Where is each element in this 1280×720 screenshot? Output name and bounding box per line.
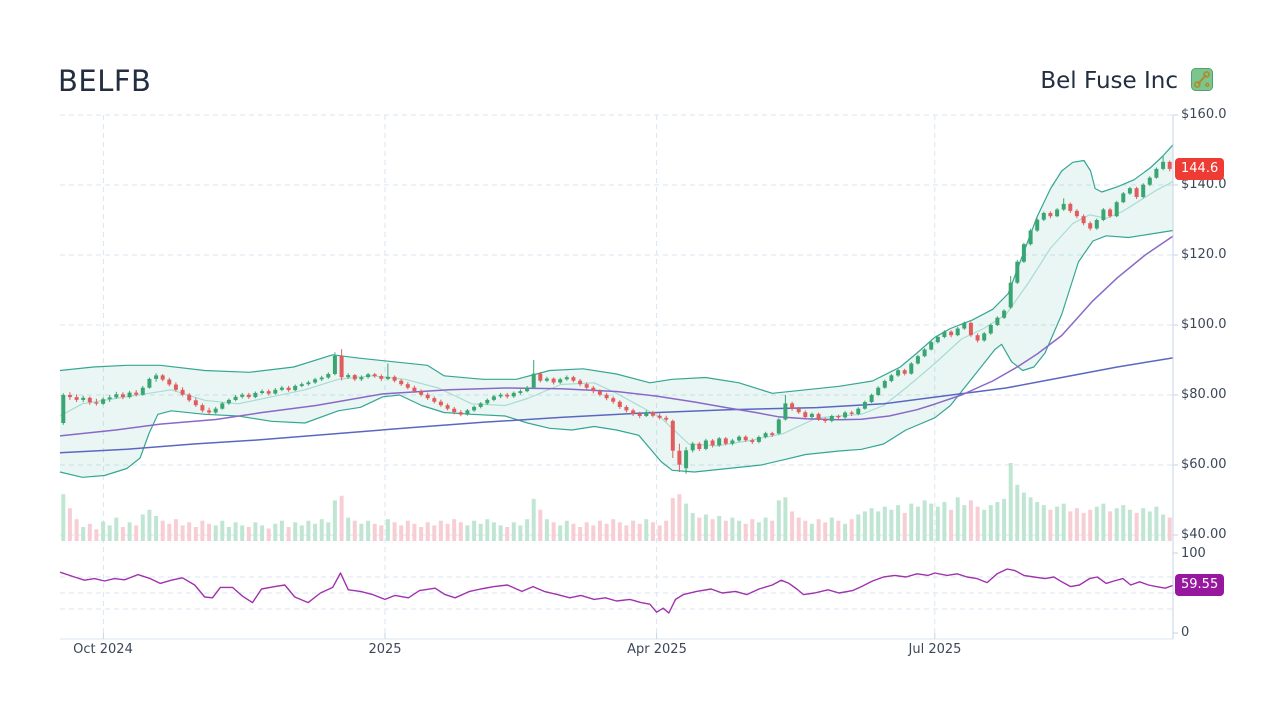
price-axis-label: $100.0 — [1181, 317, 1227, 332]
last-price-badge: 144.6 — [1175, 158, 1225, 180]
rsi-value-badge: 59.55 — [1175, 574, 1225, 596]
rsi-axis-label: 0 — [1181, 625, 1190, 640]
company-logo-icon — [1191, 68, 1213, 91]
price-axis-label: $120.0 — [1181, 247, 1227, 262]
x-axis-label: Jul 2025 — [908, 642, 962, 657]
rsi-axis-label: 100 — [1181, 546, 1206, 561]
price-axis-label: $160.0 — [1181, 107, 1227, 122]
price-axis-label: $60.00 — [1181, 457, 1227, 472]
x-axis-label: Apr 2025 — [627, 642, 687, 657]
price-axis-label: $80.00 — [1181, 387, 1227, 402]
x-axis-label: Oct 2024 — [73, 642, 133, 657]
company-name: Bel Fuse Inc — [1040, 68, 1178, 94]
price-axis-label: $40.00 — [1181, 527, 1227, 542]
ticker-symbol: BELFB — [58, 64, 152, 98]
x-axis-label: 2025 — [368, 642, 402, 657]
price-axis-label: $140.0 — [1181, 177, 1227, 192]
